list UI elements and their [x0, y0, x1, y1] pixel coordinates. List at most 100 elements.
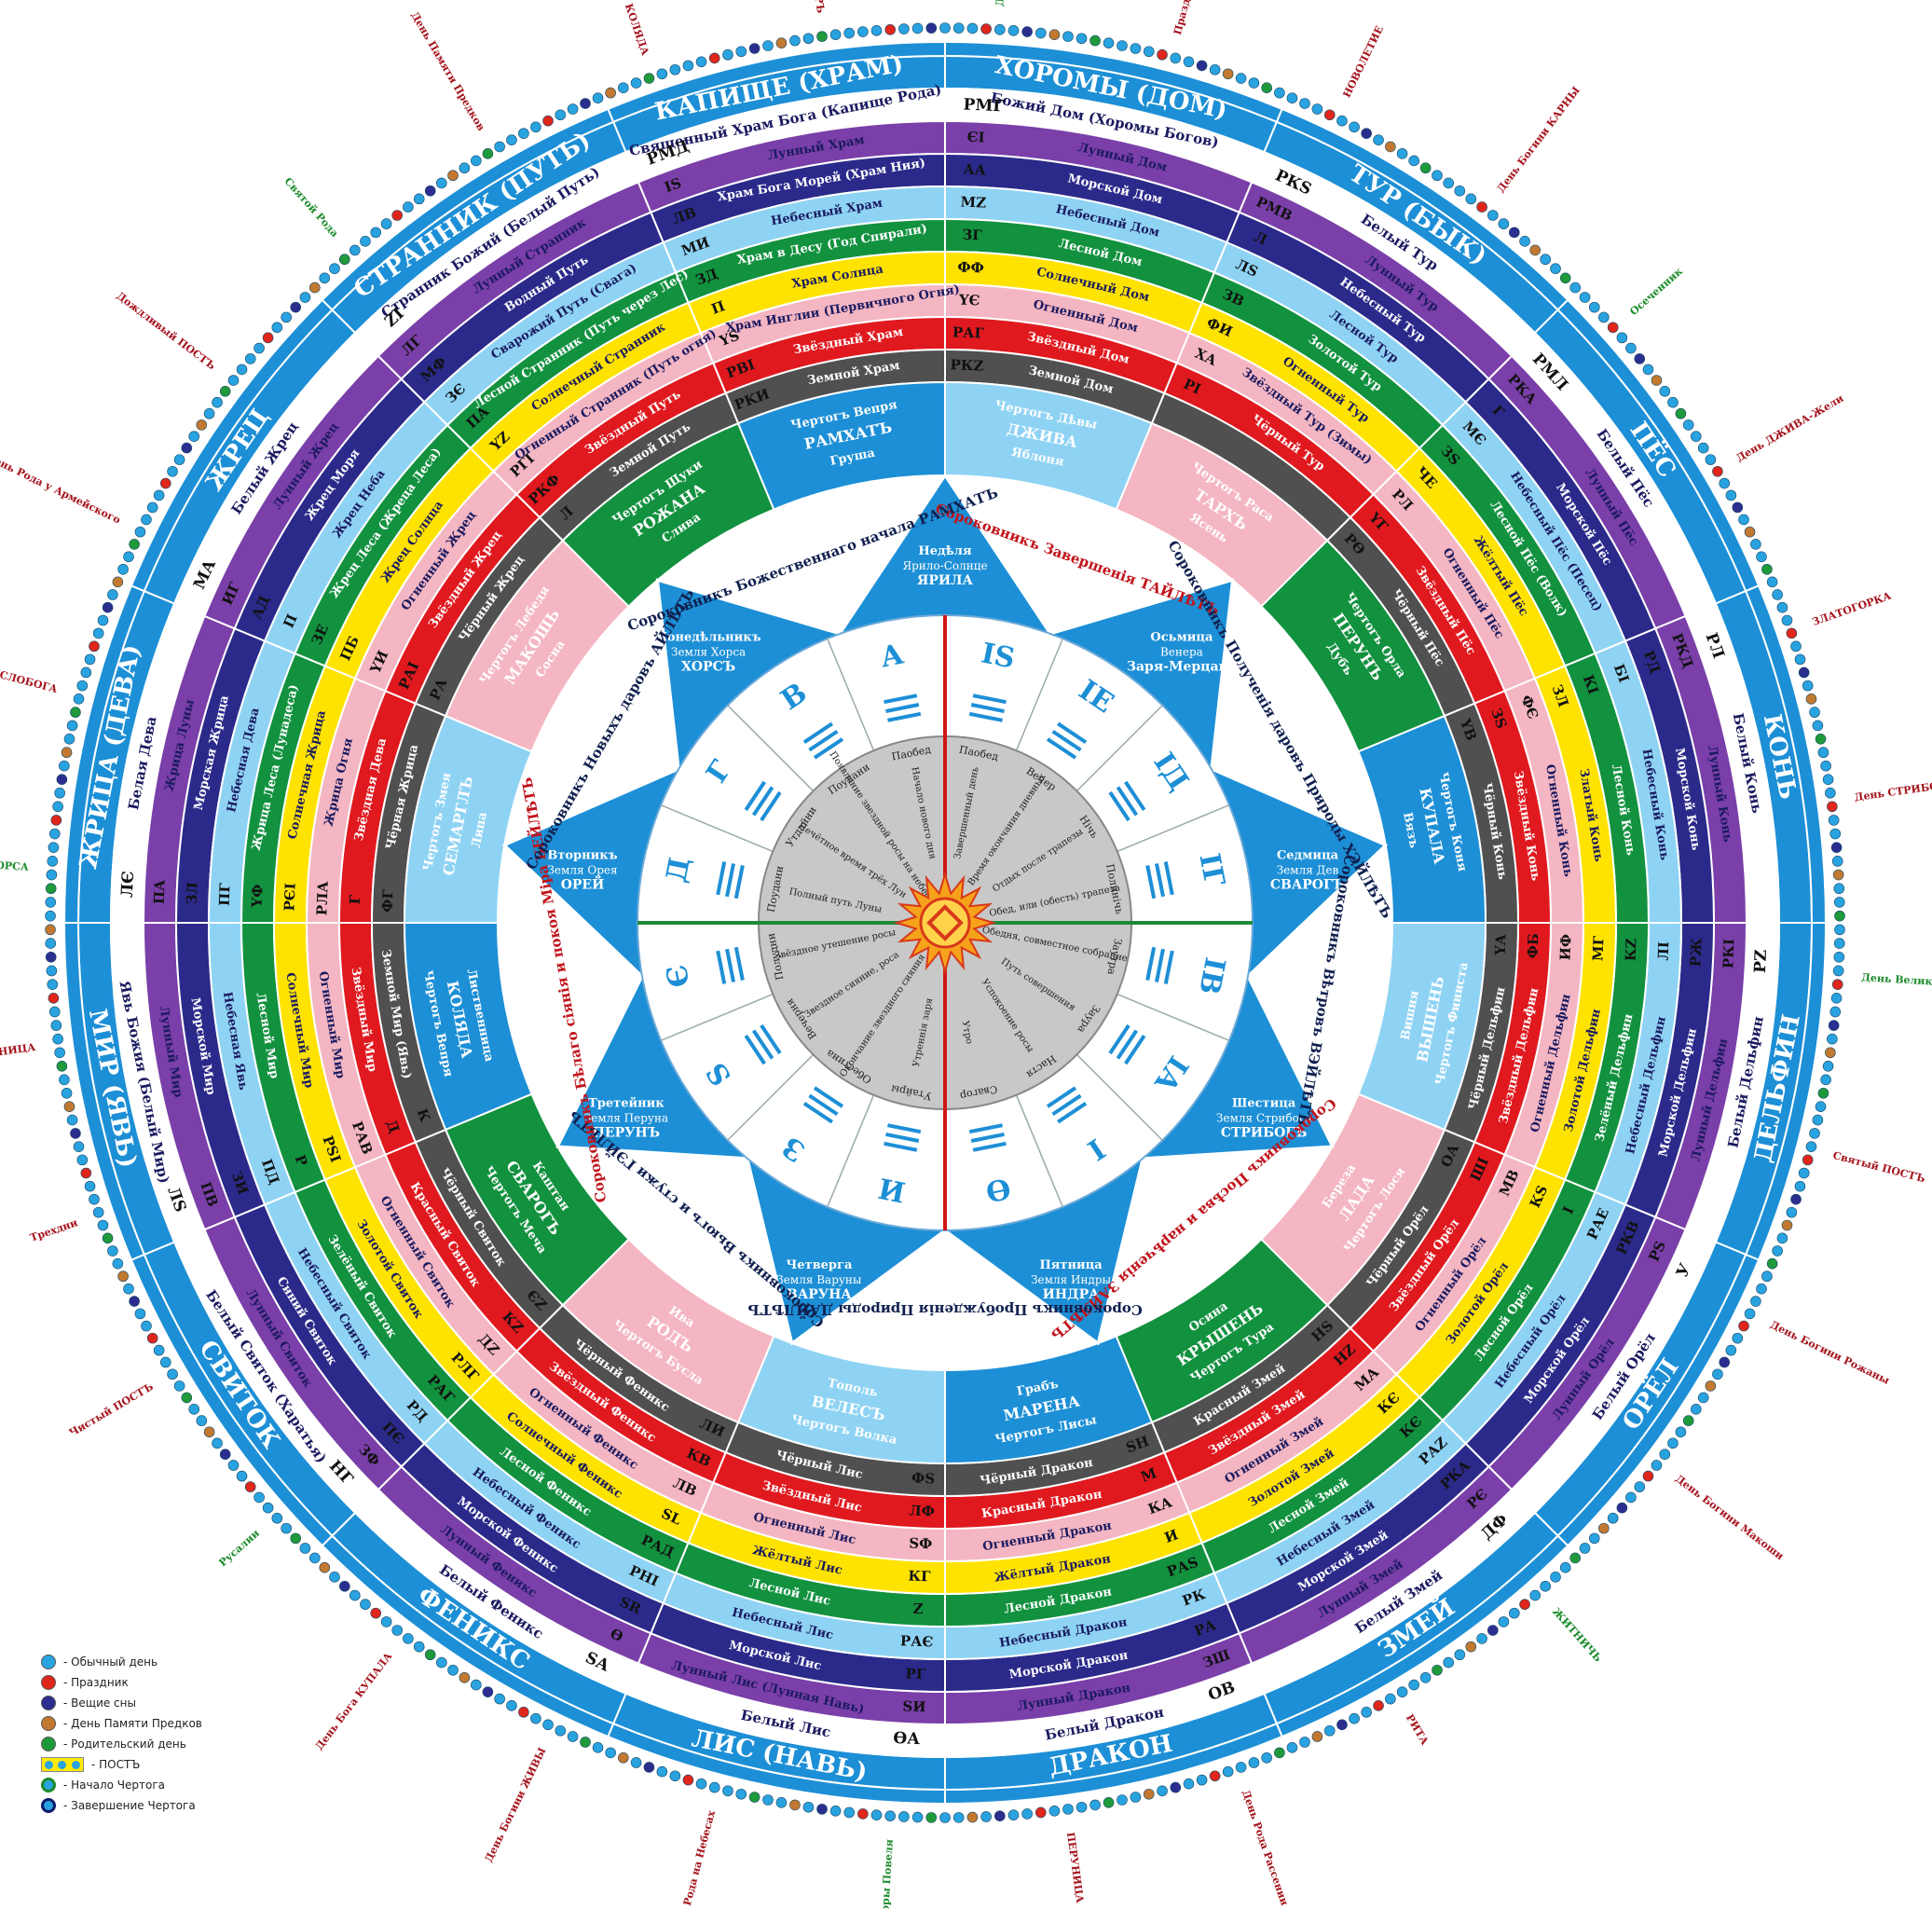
hour-bar	[1163, 950, 1174, 984]
day-dot	[1690, 431, 1702, 442]
day-dot	[1311, 1731, 1323, 1742]
day-dot	[1667, 396, 1679, 408]
week-land: Венера	[1160, 645, 1203, 658]
week-god: ХОРСЪ	[681, 659, 735, 674]
day-dot	[682, 60, 694, 72]
week-land: Земля Орея	[547, 863, 617, 876]
legend-item-holiday: - Праздник	[41, 1672, 283, 1693]
house-code: РМГ	[963, 95, 1004, 116]
day-dot	[762, 1794, 774, 1806]
day-dot	[54, 1047, 65, 1059]
holiday-label: День Рода у Армейского	[0, 451, 122, 527]
day-dot	[1408, 155, 1419, 167]
day-dot	[1130, 1792, 1142, 1803]
day-dot	[1833, 951, 1845, 963]
day-dot	[167, 465, 178, 477]
holiday-label: День СТРИБОГА	[1854, 778, 1932, 803]
week-god: ИНДРА	[1043, 1287, 1100, 1302]
house-band-code: КГ	[908, 1567, 931, 1585]
day-dot	[1274, 1747, 1285, 1759]
day-dot	[1385, 1693, 1396, 1705]
house-band-code: ИФ	[1556, 934, 1574, 961]
day-dot	[391, 210, 403, 221]
week-day: Недѣля	[918, 544, 972, 558]
holiday-label: День ДЖИВА-Жели	[1734, 392, 1846, 464]
day-dot	[391, 1625, 403, 1636]
day-dot	[471, 1679, 482, 1691]
day-dot	[682, 1774, 694, 1786]
day-dot	[1476, 201, 1487, 213]
hour-bar	[1051, 1093, 1082, 1117]
hour-bar	[887, 1123, 922, 1134]
day-dot	[669, 63, 681, 76]
hour-divider	[827, 1094, 875, 1208]
day-dot	[925, 22, 938, 34]
day-dot	[592, 1741, 604, 1753]
day-dot	[92, 627, 104, 639]
day-dot	[219, 385, 231, 397]
day-dot	[181, 442, 193, 454]
week-god: ПЕРУНЪ	[593, 1126, 660, 1141]
day-dot	[1815, 1101, 1827, 1112]
day-dot	[884, 24, 896, 35]
day-dot	[1766, 1257, 1778, 1270]
day-dot	[1719, 477, 1731, 489]
day-dot	[1035, 27, 1047, 39]
day-dot	[630, 77, 642, 89]
day-dot	[592, 92, 604, 104]
day-dot	[236, 1470, 248, 1482]
day-dot	[1117, 1794, 1128, 1806]
hour-bar	[1124, 1035, 1146, 1065]
day-dot	[299, 292, 311, 303]
day-dot	[1529, 244, 1541, 256]
hour-bar	[1145, 946, 1157, 981]
day-dot	[618, 1751, 629, 1764]
holiday-label: День Богини ЖИВЫ	[483, 1746, 549, 1864]
house-band-code: РЖ	[1687, 938, 1705, 968]
day-dot	[1732, 1332, 1744, 1344]
day-dot	[112, 576, 124, 588]
day-dot	[45, 910, 56, 922]
day-dot	[1828, 815, 1840, 826]
day-dot	[1812, 1114, 1824, 1126]
day-dot	[380, 218, 392, 229]
day-dot	[1809, 707, 1820, 718]
day-dot	[244, 353, 256, 364]
day-dot	[1286, 92, 1298, 104]
day-dot	[1642, 1470, 1654, 1482]
day-dot	[107, 1245, 118, 1257]
week-day: Седмица	[1277, 848, 1339, 862]
day-dot	[1183, 56, 1195, 68]
house-band-code: КZ	[1622, 938, 1639, 961]
day-dot	[1361, 1707, 1372, 1718]
day-dot	[102, 1232, 114, 1244]
holiday-label: День Опоры Повеля	[876, 1839, 896, 1909]
day-dot	[1659, 1449, 1671, 1461]
day-dot	[966, 22, 979, 34]
holiday-label: День Рода на Небесах	[673, 1809, 718, 1909]
holiday-label: День Великой Рассенни	[993, 0, 1014, 7]
holiday-label: ЗЛАТОГОРКА	[1811, 590, 1893, 628]
day-dot	[1634, 1481, 1646, 1492]
day-dot	[80, 1167, 92, 1179]
day-dot	[1829, 1006, 1842, 1018]
hour-divider	[727, 1053, 815, 1141]
day-dot	[518, 1707, 529, 1718]
day-dot	[48, 1006, 61, 1018]
day-dot	[212, 396, 223, 408]
day-dot	[290, 1532, 302, 1545]
day-dot	[1831, 856, 1843, 867]
hour-bar	[751, 1029, 774, 1060]
day-dot	[802, 1801, 815, 1813]
day-dot	[1776, 601, 1788, 613]
day-dot	[618, 82, 629, 94]
house-band-code: РАГ	[952, 323, 985, 341]
house-band-code: РЛА	[313, 880, 331, 915]
day-dot	[48, 828, 61, 840]
house-code: ѲА	[893, 1729, 921, 1749]
day-dot	[735, 46, 747, 58]
hour-bar	[725, 948, 735, 982]
hour-bar	[760, 1023, 782, 1055]
day-dot	[1833, 897, 1845, 908]
hour-number: ІS	[979, 637, 1018, 675]
